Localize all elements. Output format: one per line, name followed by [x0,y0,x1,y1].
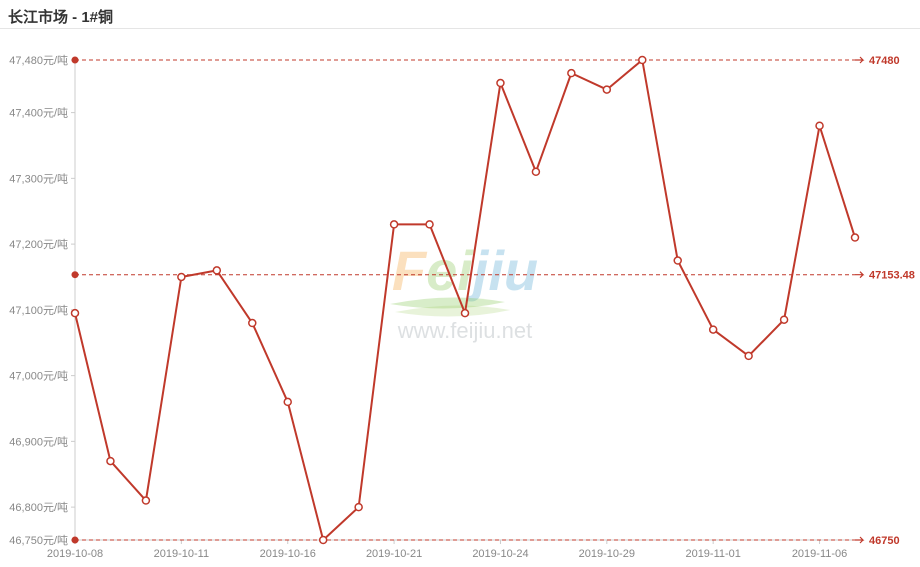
svg-text:47,400元/吨: 47,400元/吨 [9,107,68,120]
svg-text:47153.48: 47153.48 [869,270,915,282]
svg-text:2019-10-29: 2019-10-29 [579,548,635,560]
svg-text:2019-10-16: 2019-10-16 [260,548,316,560]
svg-text:46750: 46750 [869,535,900,547]
svg-text:2019-10-21: 2019-10-21 [366,548,422,560]
svg-text:2019-11-01: 2019-11-01 [685,548,740,560]
svg-text:www.feijiu.net: www.feijiu.net [397,318,533,343]
title-divider [0,28,920,29]
svg-text:47,480元/吨: 47,480元/吨 [9,54,68,67]
svg-text:2019-11-06: 2019-11-06 [792,548,847,560]
svg-text:47480: 47480 [869,55,900,67]
svg-text:47,000元/吨: 47,000元/吨 [9,370,68,383]
chart-title: 长江市场 - 1#铜 [8,6,113,27]
svg-text:46,900元/吨: 46,900元/吨 [9,435,68,448]
price-line-chart: Feijiu www.feijiu.net 46,750元/吨 46,800元/吨 4… [0,30,920,567]
svg-text:47,100元/吨: 47,100元/吨 [9,304,68,317]
svg-text:2019-10-11: 2019-10-11 [154,548,209,560]
svg-text:47,300元/吨: 47,300元/吨 [9,172,68,185]
svg-text:2019-10-08: 2019-10-08 [47,548,103,560]
svg-text:46,800元/吨: 46,800元/吨 [9,501,68,514]
svg-text:Feijiu: Feijiu [392,239,538,302]
svg-text:46,750元/吨: 46,750元/吨 [9,534,68,547]
svg-text:47,200元/吨: 47,200元/吨 [9,238,68,251]
svg-text:2019-10-24: 2019-10-24 [472,548,528,560]
